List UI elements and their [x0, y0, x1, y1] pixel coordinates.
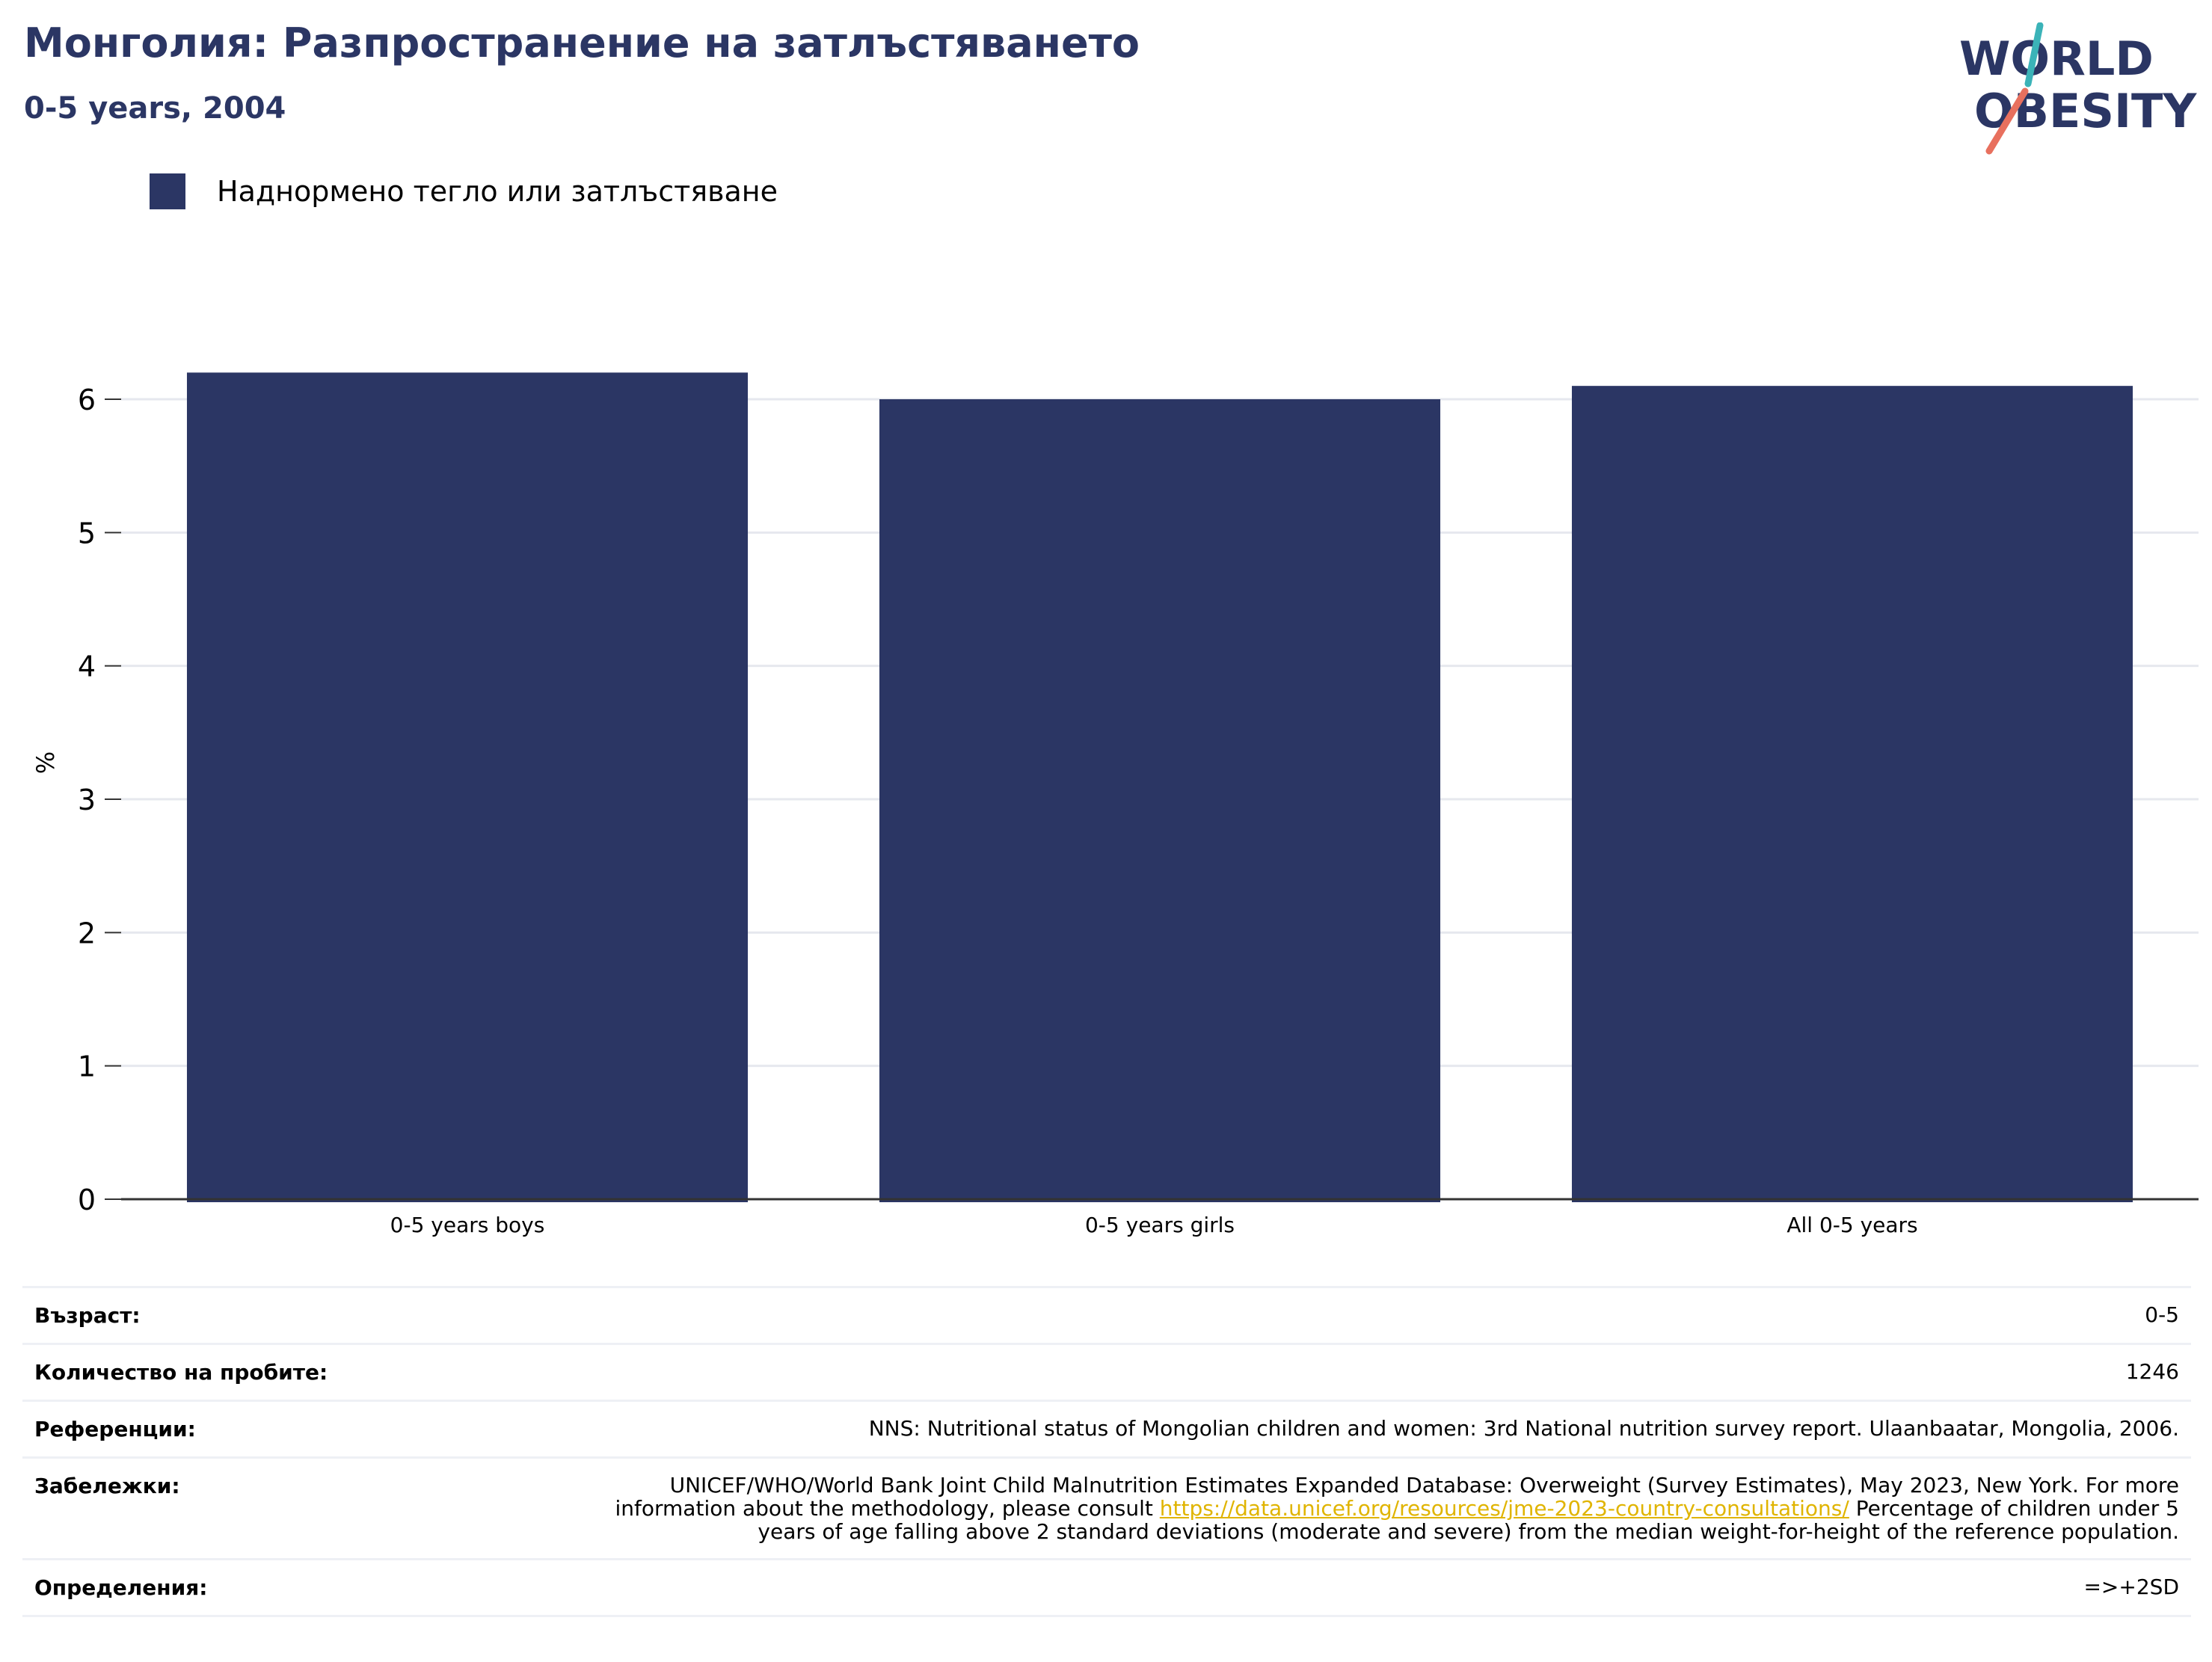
meta-row-notes: Забележки: UNICEF/WHO/World Bank Joint C… [22, 1456, 2191, 1558]
legend-swatch [150, 173, 185, 209]
meta-notes-link[interactable]: https://data.unicef.org/resources/jme-20… [1159, 1496, 1849, 1521]
meta-definitions-value: =>+2SD [2083, 1575, 2179, 1599]
meta-references-label: Референции: [34, 1417, 196, 1441]
bar [186, 372, 749, 1202]
meta-notes-text-before: UNICEF/WHO/World Bank Joint Child Malnut… [615, 1473, 2180, 1521]
bar [1571, 386, 2133, 1202]
y-tick-label: 5 [78, 517, 96, 550]
meta-notes-label: Забележки: [34, 1474, 180, 1498]
meta-row-references: Референции: NNS: Nutritional status of M… [22, 1400, 2191, 1456]
meta-definitions-label: Определения: [34, 1575, 208, 1600]
y-tick-label: 3 [78, 784, 96, 816]
world-obesity-logo: WORLD OBESITY [1959, 22, 2197, 155]
y-tick-label: 0 [78, 1184, 96, 1216]
meta-sample-value: 1246 [2125, 1359, 2179, 1384]
legend[interactable]: Наднормено тегло или затлъстяване [150, 173, 778, 209]
y-tick-label: 6 [78, 384, 96, 416]
bar-chart: 0 1 2 3 4 5 6% 0-5 years boys 0-5 years girls All… [31, 372, 2199, 1237]
y-axis-label: % [31, 751, 60, 774]
legend-label: Наднормено тегло или затлъстяване [217, 175, 778, 208]
x-tick-label: 0-5 years boys [390, 1213, 545, 1237]
x-tick-label: 0-5 years girls [1085, 1213, 1235, 1237]
y-tick-label: 4 [78, 650, 96, 683]
bars [186, 372, 2133, 1202]
logo-text-world: WORLD [1959, 31, 2154, 86]
meta-references-value: NNS: Nutritional status of Mongolian chi… [868, 1416, 2179, 1441]
meta-row-definitions: Определения: =>+2SD [22, 1558, 2191, 1617]
axes: 0 1 2 3 4 5 6% 0-5 years boys 0-5 years girls All… [31, 384, 2199, 1237]
bar [879, 399, 1441, 1202]
meta-row-age: Възраст: 0-5 [22, 1286, 2191, 1343]
logo-slash-coral-icon [1985, 87, 2029, 155]
meta-sample-label: Количество на пробите: [34, 1360, 328, 1385]
meta-notes-text-after: Percentage of children under 5 years of … [758, 1496, 2179, 1544]
x-tick-label: All 0-5 years [1787, 1213, 1917, 1237]
meta-row-sample: Количество на пробите: 1246 [22, 1343, 2191, 1400]
y-tick-label: 2 [78, 917, 96, 950]
meta-age-value: 0-5 [2145, 1302, 2179, 1327]
logo-slash-teal-icon [2024, 22, 2044, 87]
chart-title: Монголия: Разпространение на затлъстяван… [24, 19, 1140, 67]
meta-age-label: Възраст: [34, 1303, 141, 1328]
y-tick-label: 1 [78, 1050, 96, 1083]
chart-subtitle: 0-5 years, 2004 [24, 91, 286, 126]
meta-notes-value: UNICEF/WHO/World Bank Joint Child Malnut… [586, 1473, 2180, 1544]
metadata-table: Възраст: 0-5 Количество на пробите: 1246… [22, 1286, 2191, 1617]
